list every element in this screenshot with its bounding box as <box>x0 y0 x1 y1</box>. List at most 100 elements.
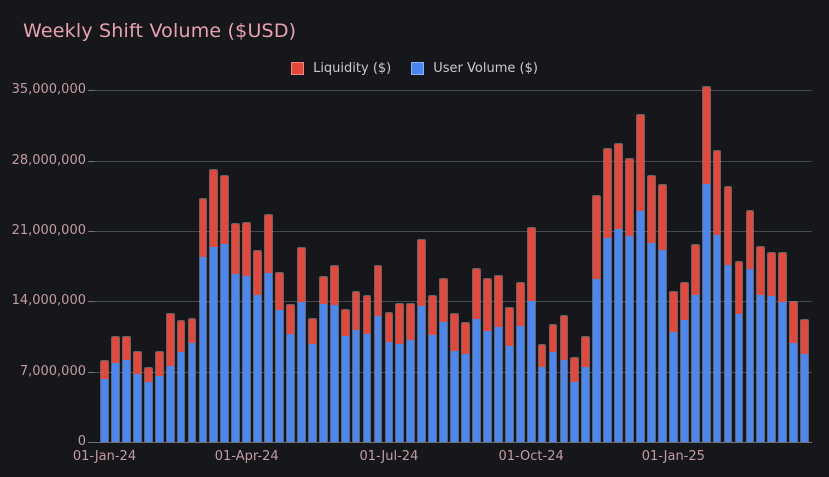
bar-liquidity-segment <box>287 305 294 335</box>
legend-item-liquidity[interactable]: Liquidity ($) <box>291 61 391 76</box>
bar[interactable] <box>712 149 722 442</box>
bar[interactable] <box>800 319 809 442</box>
bar[interactable] <box>286 304 295 442</box>
user-volume-swatch-icon <box>411 62 425 75</box>
bar[interactable] <box>614 142 624 442</box>
bar[interactable] <box>340 309 350 442</box>
bar[interactable] <box>657 183 667 442</box>
bar[interactable] <box>154 350 164 442</box>
bar[interactable] <box>231 222 241 442</box>
bar-user-volume-segment <box>626 235 633 442</box>
bar[interactable] <box>745 209 755 442</box>
bar[interactable] <box>318 276 328 442</box>
bar[interactable] <box>767 252 777 442</box>
bar-user-volume-segment <box>330 305 338 442</box>
bar[interactable] <box>789 301 799 442</box>
bar[interactable] <box>351 291 361 442</box>
bar[interactable] <box>220 174 230 442</box>
bar-user-volume-segment <box>133 374 141 442</box>
bar-user-volume-segment <box>648 242 655 442</box>
bar[interactable] <box>297 247 306 442</box>
bar[interactable] <box>417 238 427 442</box>
bar[interactable] <box>778 252 788 442</box>
bar-liquidity-segment <box>702 87 710 185</box>
x-axis-baseline <box>88 442 812 443</box>
legend-item-user-volume[interactable]: User Volume ($) <box>411 61 538 76</box>
bar[interactable] <box>668 291 678 442</box>
bar[interactable] <box>548 324 558 442</box>
bar[interactable] <box>625 157 634 442</box>
y-tick-mark <box>88 301 95 303</box>
bar[interactable] <box>472 268 481 442</box>
bar-user-volume-segment <box>604 237 612 442</box>
bar-liquidity-segment <box>440 279 447 323</box>
bar[interactable] <box>329 265 339 442</box>
bar-liquidity-segment <box>155 351 163 377</box>
bar[interactable] <box>679 282 689 442</box>
bar[interactable] <box>111 336 120 442</box>
bar[interactable] <box>504 307 514 442</box>
bar[interactable] <box>373 265 383 442</box>
bar[interactable] <box>537 343 547 442</box>
bar[interactable] <box>395 303 405 442</box>
bar[interactable] <box>493 275 503 442</box>
bar-user-volume-segment <box>680 320 688 442</box>
bar[interactable] <box>187 318 197 442</box>
bar[interactable] <box>242 221 252 442</box>
bar-liquidity-segment <box>746 210 754 269</box>
bar[interactable] <box>100 359 109 442</box>
bar[interactable] <box>198 197 208 442</box>
bar[interactable] <box>559 315 569 442</box>
bar[interactable] <box>734 261 744 442</box>
bar-liquidity-segment <box>429 296 437 336</box>
bar[interactable] <box>176 320 186 442</box>
bar-liquidity-segment <box>505 308 513 347</box>
bar-liquidity-segment <box>232 223 240 274</box>
bar[interactable] <box>570 356 580 442</box>
bar[interactable] <box>132 350 142 442</box>
bar[interactable] <box>275 272 284 442</box>
bar-user-volume-segment <box>473 319 480 442</box>
bar-user-volume-segment <box>757 295 765 442</box>
bar[interactable] <box>526 226 536 442</box>
x-tick-label: 01-Apr-24 <box>214 449 279 464</box>
bar[interactable] <box>482 278 492 442</box>
bar[interactable] <box>592 194 602 442</box>
bar-user-volume-segment <box>702 184 710 442</box>
bar[interactable] <box>647 174 656 442</box>
bar-user-volume-segment <box>308 344 316 442</box>
bar[interactable] <box>603 147 613 442</box>
bar[interactable] <box>165 313 175 442</box>
bar[interactable] <box>515 282 525 442</box>
bar[interactable] <box>756 246 766 442</box>
bar[interactable] <box>428 295 438 442</box>
bar[interactable] <box>636 114 645 442</box>
bar[interactable] <box>307 318 317 442</box>
bar[interactable] <box>264 213 273 442</box>
bar[interactable] <box>143 366 153 442</box>
bar[interactable] <box>384 312 394 442</box>
bar-user-volume-segment <box>462 354 469 442</box>
bar-user-volume-segment <box>210 246 218 442</box>
bar[interactable] <box>362 295 372 442</box>
bar[interactable] <box>406 303 416 442</box>
bar[interactable] <box>439 278 448 442</box>
bar[interactable] <box>723 185 733 442</box>
bar-liquidity-segment <box>199 198 207 257</box>
bar[interactable] <box>450 313 459 442</box>
bar[interactable] <box>253 250 263 442</box>
bar[interactable] <box>461 322 470 442</box>
bar-user-volume-segment <box>582 367 590 442</box>
bar-user-volume-segment <box>166 366 174 442</box>
bar-user-volume-segment <box>746 268 754 442</box>
bar[interactable] <box>209 168 219 442</box>
bar[interactable] <box>690 244 700 442</box>
bar[interactable] <box>581 336 591 442</box>
bar-liquidity-segment <box>713 150 721 235</box>
bar-user-volume-segment <box>494 327 502 442</box>
bar[interactable] <box>701 86 711 442</box>
bar-liquidity-segment <box>374 266 382 317</box>
chart-title: Weekly Shift Volume ($USD) <box>23 20 297 42</box>
bar-liquidity-segment <box>582 337 590 368</box>
bar[interactable] <box>121 336 131 442</box>
